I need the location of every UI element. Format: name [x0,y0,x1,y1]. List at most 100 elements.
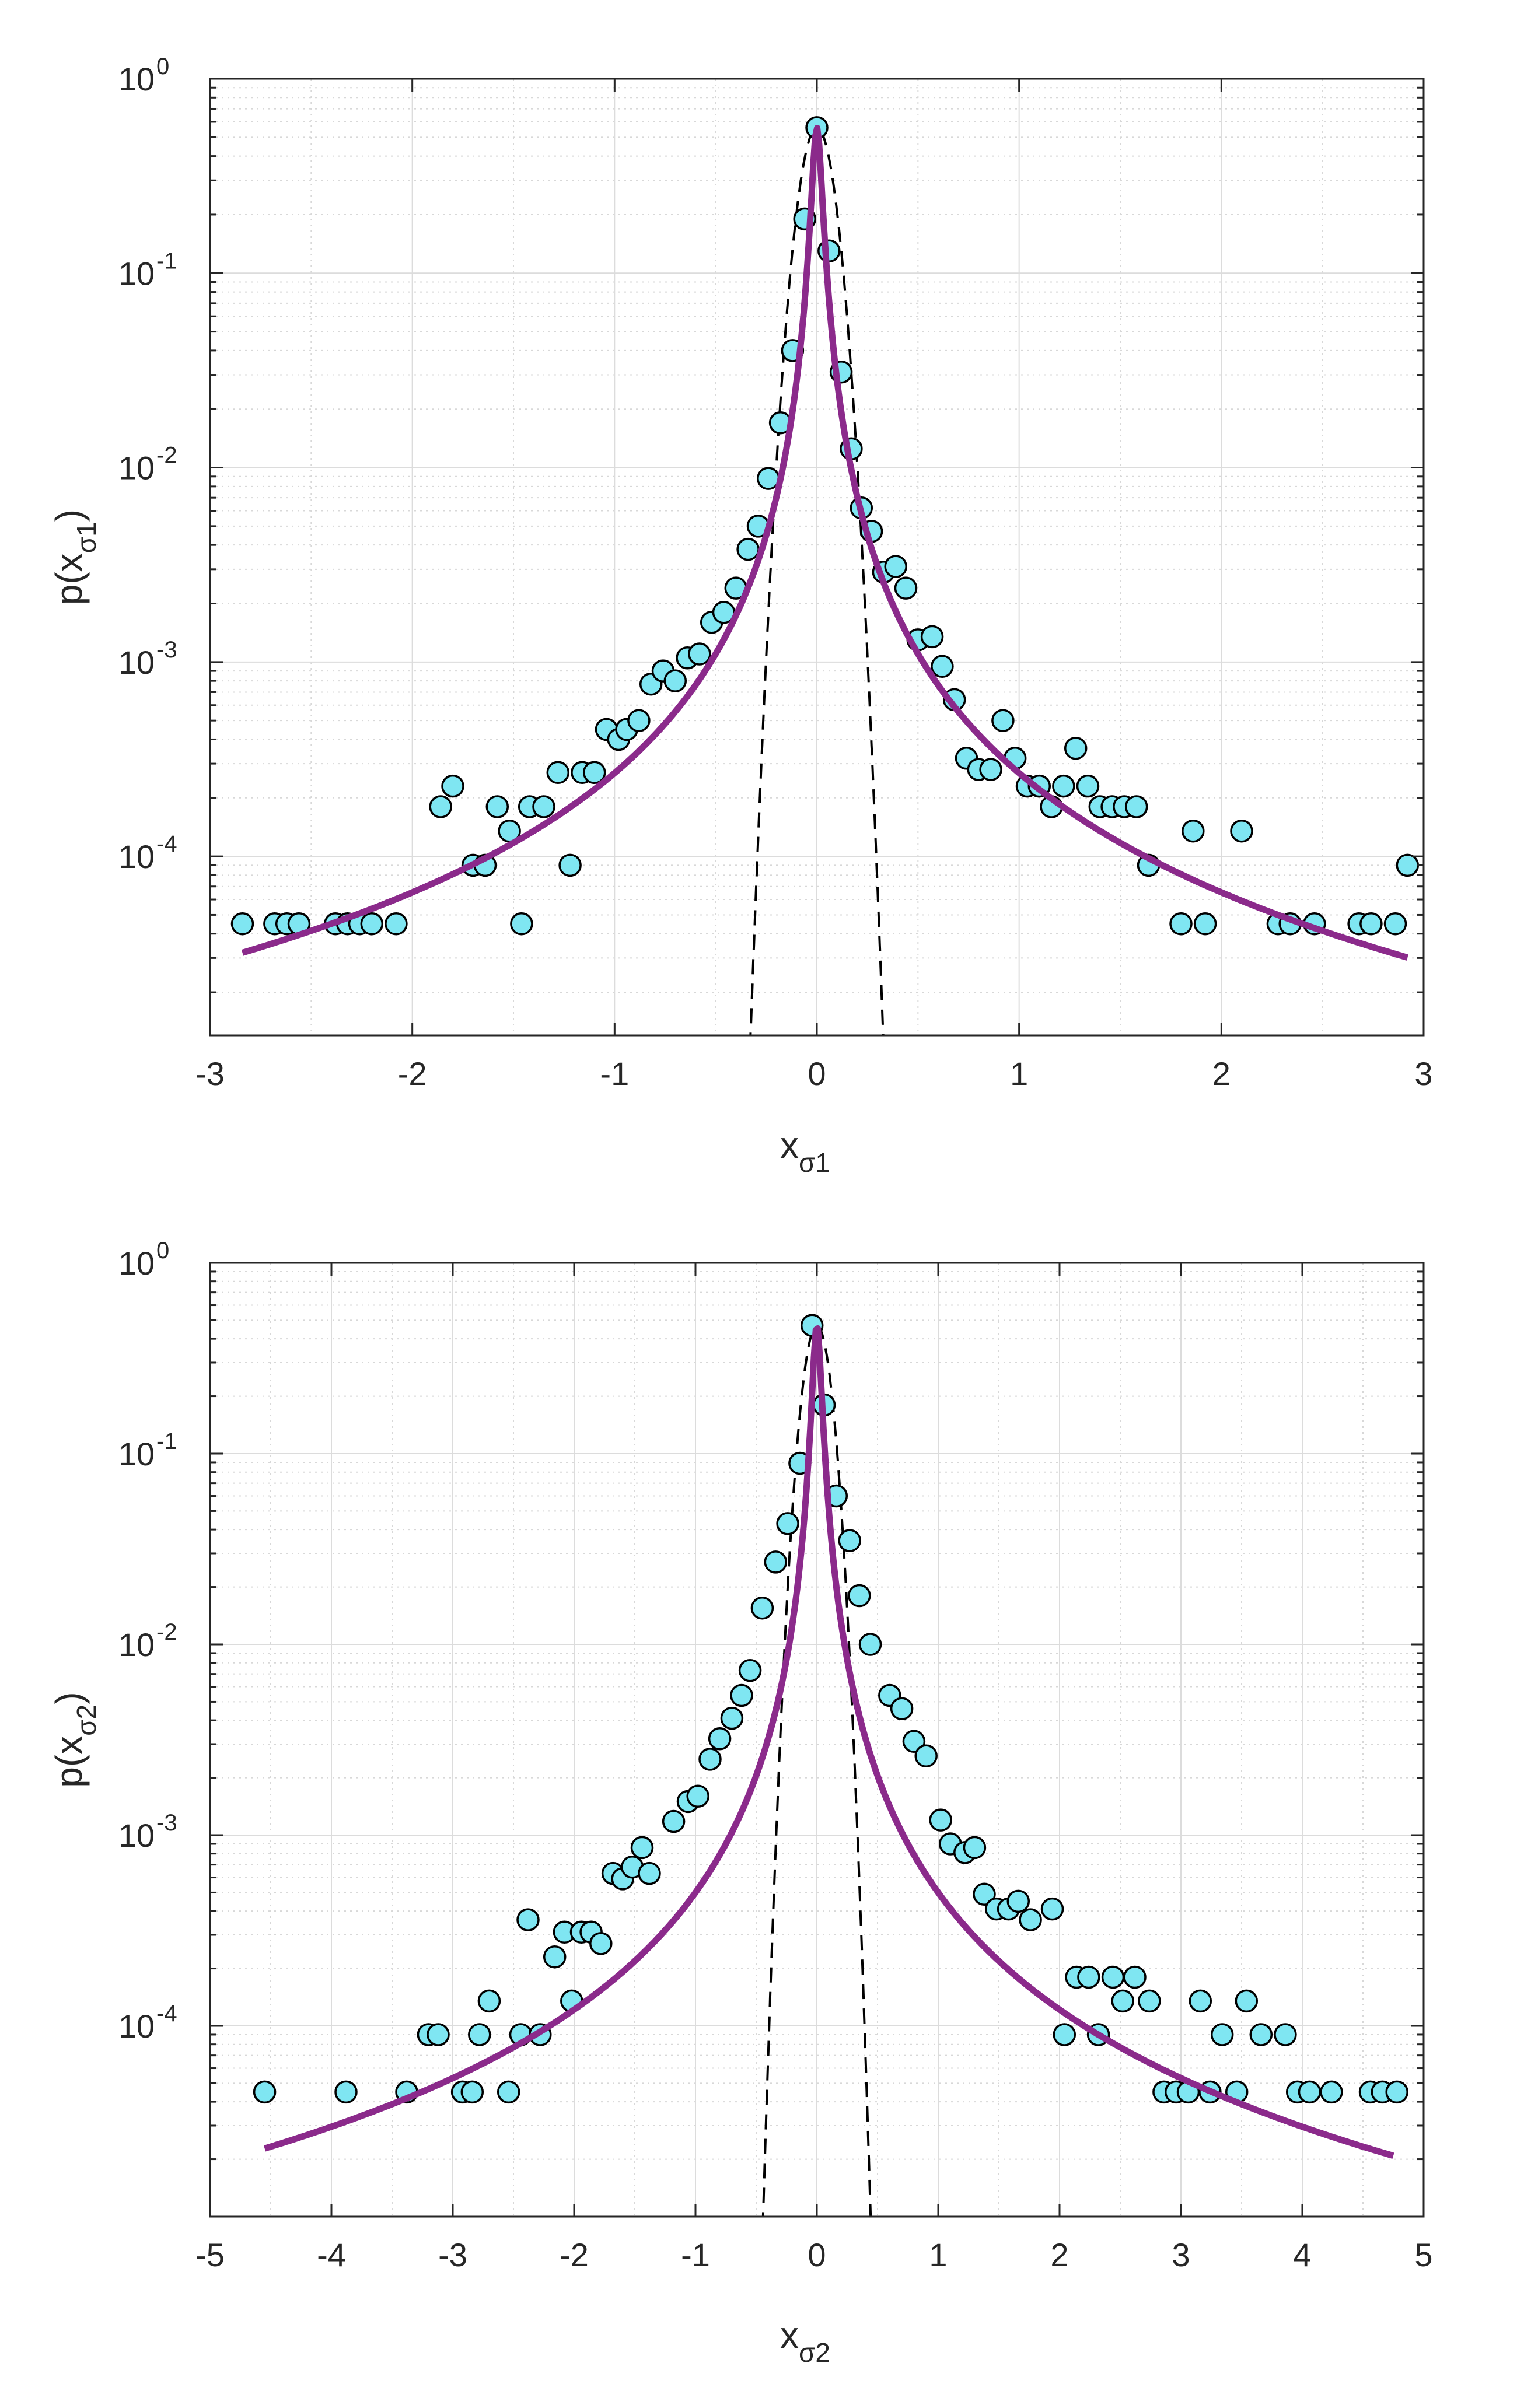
data-point [663,669,687,692]
data-point [708,1727,732,1751]
grid [209,78,1424,1035]
data-point [920,625,944,649]
data-point [627,709,651,732]
y-tick-exponent: -1 [156,248,177,274]
data-point [757,467,780,490]
data-point [848,1584,871,1608]
data-point [1249,2023,1273,2046]
data-point [963,1836,987,1860]
data-point [1124,795,1148,818]
data-point [979,758,1002,781]
data-point [1210,2023,1234,2046]
data-point [973,1882,996,1906]
data-point [532,795,555,818]
data-point [477,1989,501,2013]
data-point [1396,853,1420,877]
y-tick-label: 10 [118,61,155,97]
data-point [736,537,760,561]
data-point [1320,2080,1343,2104]
x-tick-label: -4 [317,2236,346,2273]
data-point [485,795,509,818]
y-tick-label: 10 [118,1245,155,1282]
data-point [589,1932,613,1955]
data-point [429,795,452,818]
data-point [764,1550,788,1574]
y-axis-label: p(xσ2) [48,1692,102,1787]
x-tick-label: -1 [600,1055,629,1092]
series-group [230,116,1420,1035]
y-tick-exponent: 0 [156,1238,169,1264]
y-tick-exponent: -3 [156,1810,177,1836]
x-tick-label: -5 [195,2236,225,2273]
data-point [1111,1989,1134,2013]
x-tick-label: 2 [1212,1055,1231,1092]
series-group [253,1314,1408,2217]
data-point [884,555,907,578]
data-point [1040,1897,1064,1921]
data-point [931,654,954,678]
y-tick-label: 10 [118,644,155,681]
data-point [991,709,1015,732]
data-point [441,774,464,798]
y-tick-label: 10 [118,1817,155,1854]
y-tick-label: 10 [118,255,155,292]
data-point [630,1836,654,1860]
data-point [698,1748,722,1771]
y-tick-exponent: -2 [156,443,177,468]
data-point [1189,1989,1212,2013]
data-point [1076,774,1100,798]
data-point [858,1633,882,1656]
data-point [1123,1965,1147,1989]
data-point [1193,912,1217,936]
gaussian-dashed-line [749,126,885,1035]
y-tick-label: 10 [118,1626,155,1663]
data-point [1230,819,1253,843]
y-tick-exponent: -1 [156,1429,177,1454]
y-tick-label: 10 [118,2008,155,2045]
data-point [838,1529,861,1552]
x-axis-label: xσ2 [780,2314,830,2368]
data-point [230,912,254,936]
x-tick-label: 2 [1050,2236,1068,2273]
data-point [730,1684,753,1707]
data-point [1077,1965,1100,1989]
x-tick-label: 3 [1414,1055,1432,1092]
x-tick-label: -1 [681,2236,710,2273]
x-tick-label: 0 [808,2236,826,2273]
data-point [1053,2023,1076,2046]
data-point [1274,2023,1297,2046]
x-tick-label: 3 [1172,2236,1190,2273]
y-tick-exponent: -4 [156,2001,177,2027]
y-tick-exponent: 0 [156,54,169,79]
data-point [1359,912,1383,936]
y-tick-label: 10 [118,838,155,875]
data-point [558,853,582,877]
data-point [1298,2080,1322,2104]
data-point [427,2023,450,2046]
data-point [510,912,533,936]
data-point [1182,819,1205,843]
data-point [929,1808,952,1832]
data-point [662,1810,686,1833]
x-tick-label: 1 [929,2236,947,2273]
gaussian-dashed-line [761,1324,872,2217]
data-point [914,1744,938,1768]
data-point [738,1658,762,1682]
data-point [1019,1908,1042,1931]
data-point [890,1697,914,1721]
data-point [1006,1889,1030,1913]
x-tick-label: 4 [1293,2236,1311,2273]
x-tick-label: 5 [1414,2236,1432,2273]
x-tick-label: 1 [1010,1055,1028,1092]
data-point [1052,774,1075,798]
data-point [385,912,408,936]
data-point [1138,1989,1161,2013]
data-point [894,576,918,600]
data-point [1169,912,1193,936]
data-point [638,1861,661,1885]
data-point [776,1512,799,1535]
x-tick-label: 0 [808,1055,826,1092]
y-tick-label: 10 [118,450,155,487]
